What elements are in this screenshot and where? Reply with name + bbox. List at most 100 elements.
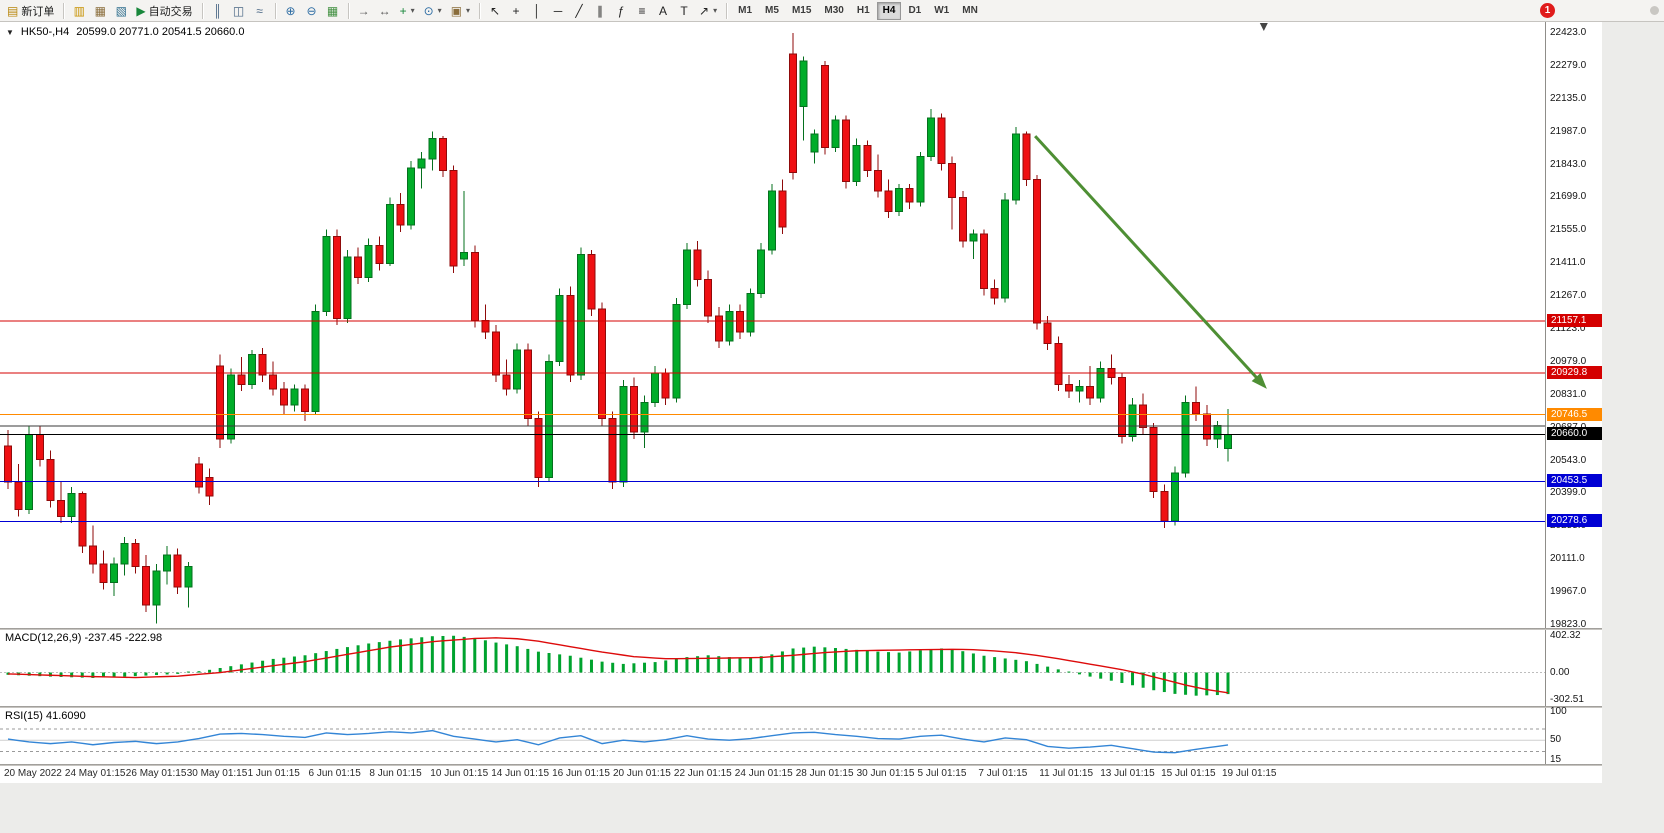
trendline-tool-icon: ╱: [575, 3, 583, 18]
data-window-icon: ▦: [94, 3, 107, 18]
timeframe-m1-button[interactable]: M1: [732, 2, 758, 20]
price-tick-label: 21123.0: [1550, 323, 1586, 334]
time-axis-label: 20 Jun 01:15: [613, 768, 671, 779]
period-icon: ⊙: [423, 3, 434, 18]
template-button[interactable]: ▣ ▾: [447, 1, 474, 21]
timeframe-m5-button-label: M5: [765, 5, 779, 16]
timeframe-mn-button-label: MN: [962, 5, 978, 16]
drawn-objects-layer: [1034, 135, 1267, 389]
timeframe-m5-button[interactable]: M5: [759, 2, 785, 20]
zoom-out-icon: ⊖: [306, 3, 317, 18]
candlestick-mode-icon: ◫: [232, 3, 245, 18]
timeframe-m15-button-label: M15: [791, 5, 812, 16]
cursor-tool-icon: ↖: [490, 3, 501, 18]
toolbar-separator: [347, 2, 349, 19]
chart-shift-marker-icon[interactable]: [1259, 23, 1268, 31]
new-chart-button[interactable]: + ▾: [396, 1, 419, 21]
text-tool-button[interactable]: A: [653, 1, 673, 21]
tile-windows-button[interactable]: ▦: [323, 1, 343, 21]
time-axis-label: 22 Jun 01:15: [673, 768, 732, 779]
panel-splitter[interactable]: [0, 764, 1602, 766]
cycle-lines-tool-button[interactable]: ≡: [632, 1, 652, 21]
macd-svg[interactable]: [0, 630, 1545, 706]
rsi-axis: 100 50 15: [1545, 706, 1602, 765]
label-tool-button[interactable]: T: [674, 1, 694, 21]
line-chart-mode-button[interactable]: ≈: [250, 1, 270, 21]
crosshair-tool-button[interactable]: +: [506, 1, 526, 21]
time-axis-label: 24 Jun 01:15: [734, 768, 793, 779]
zoom-out-button[interactable]: ⊖: [302, 1, 322, 21]
price-tick-label: 20831.0: [1550, 388, 1587, 400]
chart-ohlc-header: ▼ HK50-,H4 20599.0 20771.0 20541.5 20660…: [6, 26, 244, 38]
time-axis-label: 13 Jul 01:15: [1100, 768, 1155, 779]
price-line-tag: 20278.6: [1547, 514, 1602, 528]
timeframe-h4-button-label: H4: [882, 5, 896, 16]
timeframe-h1-button[interactable]: H1: [851, 2, 876, 20]
rsi-label: RSI(15) 41.6090: [5, 710, 86, 722]
cycle-lines-tool-icon: ≡: [638, 3, 646, 18]
cursor-tool-button[interactable]: ↖: [485, 1, 505, 21]
rsi-svg[interactable]: [0, 708, 1545, 764]
period-button[interactable]: ⊙ ▾: [420, 1, 446, 21]
timeframe-mn-button[interactable]: MN: [956, 2, 984, 20]
new-order-button[interactable]: ▤ 新订单: [3, 1, 58, 21]
macd-panel[interactable]: MACD(12,26,9) -237.45 -222.98: [0, 630, 1545, 706]
time-axis-label: 8 Jun 01:15: [369, 768, 422, 779]
timeframe-m30-button[interactable]: M30: [818, 2, 849, 20]
navigator-button[interactable]: ▧: [111, 1, 131, 21]
time-axis[interactable]: 20 May 2022 24 May 01:15 26 May 01:15 30 Ma…: [0, 766, 1602, 783]
timeframe-w1-button[interactable]: W1: [928, 2, 955, 20]
auto-scroll-button[interactable]: →: [354, 1, 374, 21]
vertical-line-tool-button[interactable]: │: [527, 1, 547, 21]
zoom-in-icon: ⊕: [285, 3, 296, 18]
price-tick-label: 21267.0: [1550, 290, 1587, 302]
time-axis-label: 7 Jul 01:15: [978, 768, 1028, 779]
time-axis-label: 14 Jun 01:15: [491, 768, 550, 779]
horizontal-line-tool-button[interactable]: ─: [548, 1, 568, 21]
auto-trading-button[interactable]: ▶ 自动交易: [132, 1, 196, 21]
time-axis-label: 6 Jun 01:15: [308, 768, 361, 779]
time-axis-label: 26 May 01:15: [125, 768, 187, 779]
channel-tool-button[interactable]: ∥: [590, 1, 610, 21]
timeframe-d1-button[interactable]: D1: [902, 2, 927, 20]
market-watch-button[interactable]: ▥: [69, 1, 89, 21]
time-axis-label: 30 May 01:15: [186, 768, 248, 779]
price-axis[interactable]: 22423.0 22279.0 22135.0 21987.0 21843.0 21699…: [1545, 22, 1602, 630]
data-window-button[interactable]: ▦: [90, 1, 110, 21]
timeframe-w1-button-label: W1: [934, 5, 950, 16]
toolbar-separator: [479, 2, 481, 19]
price-line-tag: 21157.1: [1547, 314, 1602, 328]
timeframe-h4-button[interactable]: H4: [876, 1, 902, 20]
candlestick-mode-button[interactable]: ◫: [229, 1, 249, 21]
rsi-panel[interactable]: RSI(15) 41.6090: [0, 708, 1545, 764]
bar-chart-mode-icon: ║: [213, 3, 222, 18]
bar-chart-mode-button[interactable]: ║: [208, 1, 228, 21]
main-chart-svg[interactable]: [0, 22, 1545, 628]
price-tick-label: 22135.0: [1550, 92, 1587, 104]
zoom-in-button[interactable]: ⊕: [281, 1, 301, 21]
time-axis-label: 15 Jul 01:15: [1161, 768, 1216, 779]
macd-axis: 402.32 0.00 -302.51: [1545, 630, 1602, 706]
timeframe-m1-button-label: M1: [738, 5, 753, 16]
dropdown-caret-icon: ▾: [713, 6, 718, 15]
trendline-tool-button[interactable]: ╱: [569, 1, 589, 21]
arrows-tool-button[interactable]: ↗ ▾: [695, 1, 721, 21]
text-tool-icon: A: [659, 3, 668, 18]
price-line-tag: 20746.5: [1547, 407, 1602, 421]
time-axis-label: 16 Jun 01:15: [552, 768, 610, 779]
main-chart-panel[interactable]: [0, 22, 1545, 628]
time-axis-label: 11 Jul 01:15: [1039, 768, 1094, 779]
toolbar-separator: [201, 2, 203, 19]
timeframe-m30-button-label: M30: [824, 5, 844, 16]
trend-arrow[interactable]: [1034, 135, 1262, 383]
price-tick-label: 22423.0: [1550, 27, 1587, 38]
notification-badge[interactable]: 1: [1540, 3, 1555, 18]
panel-splitter[interactable]: [0, 706, 1602, 708]
timeframe-m15-button[interactable]: M15: [786, 2, 817, 20]
panel-splitter[interactable]: [0, 628, 1602, 630]
time-axis-label: 5 Jul 01:15: [917, 768, 967, 779]
fibonacci-tool-button[interactable]: ƒ: [611, 1, 631, 21]
chart-shift-button[interactable]: ↔: [375, 1, 395, 21]
collapse-arrow-icon[interactable]: ▼: [6, 27, 14, 37]
